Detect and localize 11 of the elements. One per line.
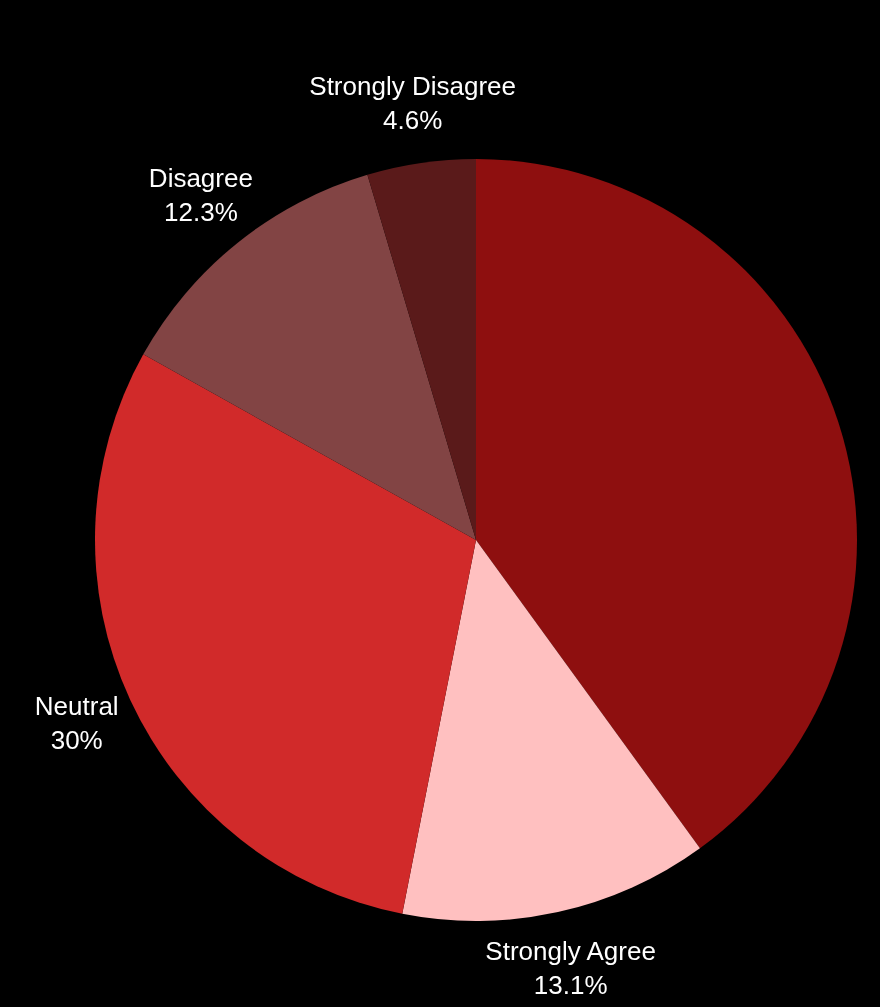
slice-label: Strongly Disagree — [309, 70, 516, 101]
data-label: 13.1% — [533, 969, 608, 1000]
pie-slice — [367, 159, 476, 540]
slice-label: Strongly Agree — [485, 935, 656, 966]
data-label: 12.3% — [164, 196, 238, 227]
slice-label: Disagree — [148, 162, 253, 193]
data-label: 4.6% — [383, 104, 443, 135]
data-label: 30% — [50, 724, 103, 755]
pie-slice — [476, 159, 857, 849]
slice-label: Neutral — [34, 690, 119, 721]
pie-slice — [402, 540, 700, 921]
